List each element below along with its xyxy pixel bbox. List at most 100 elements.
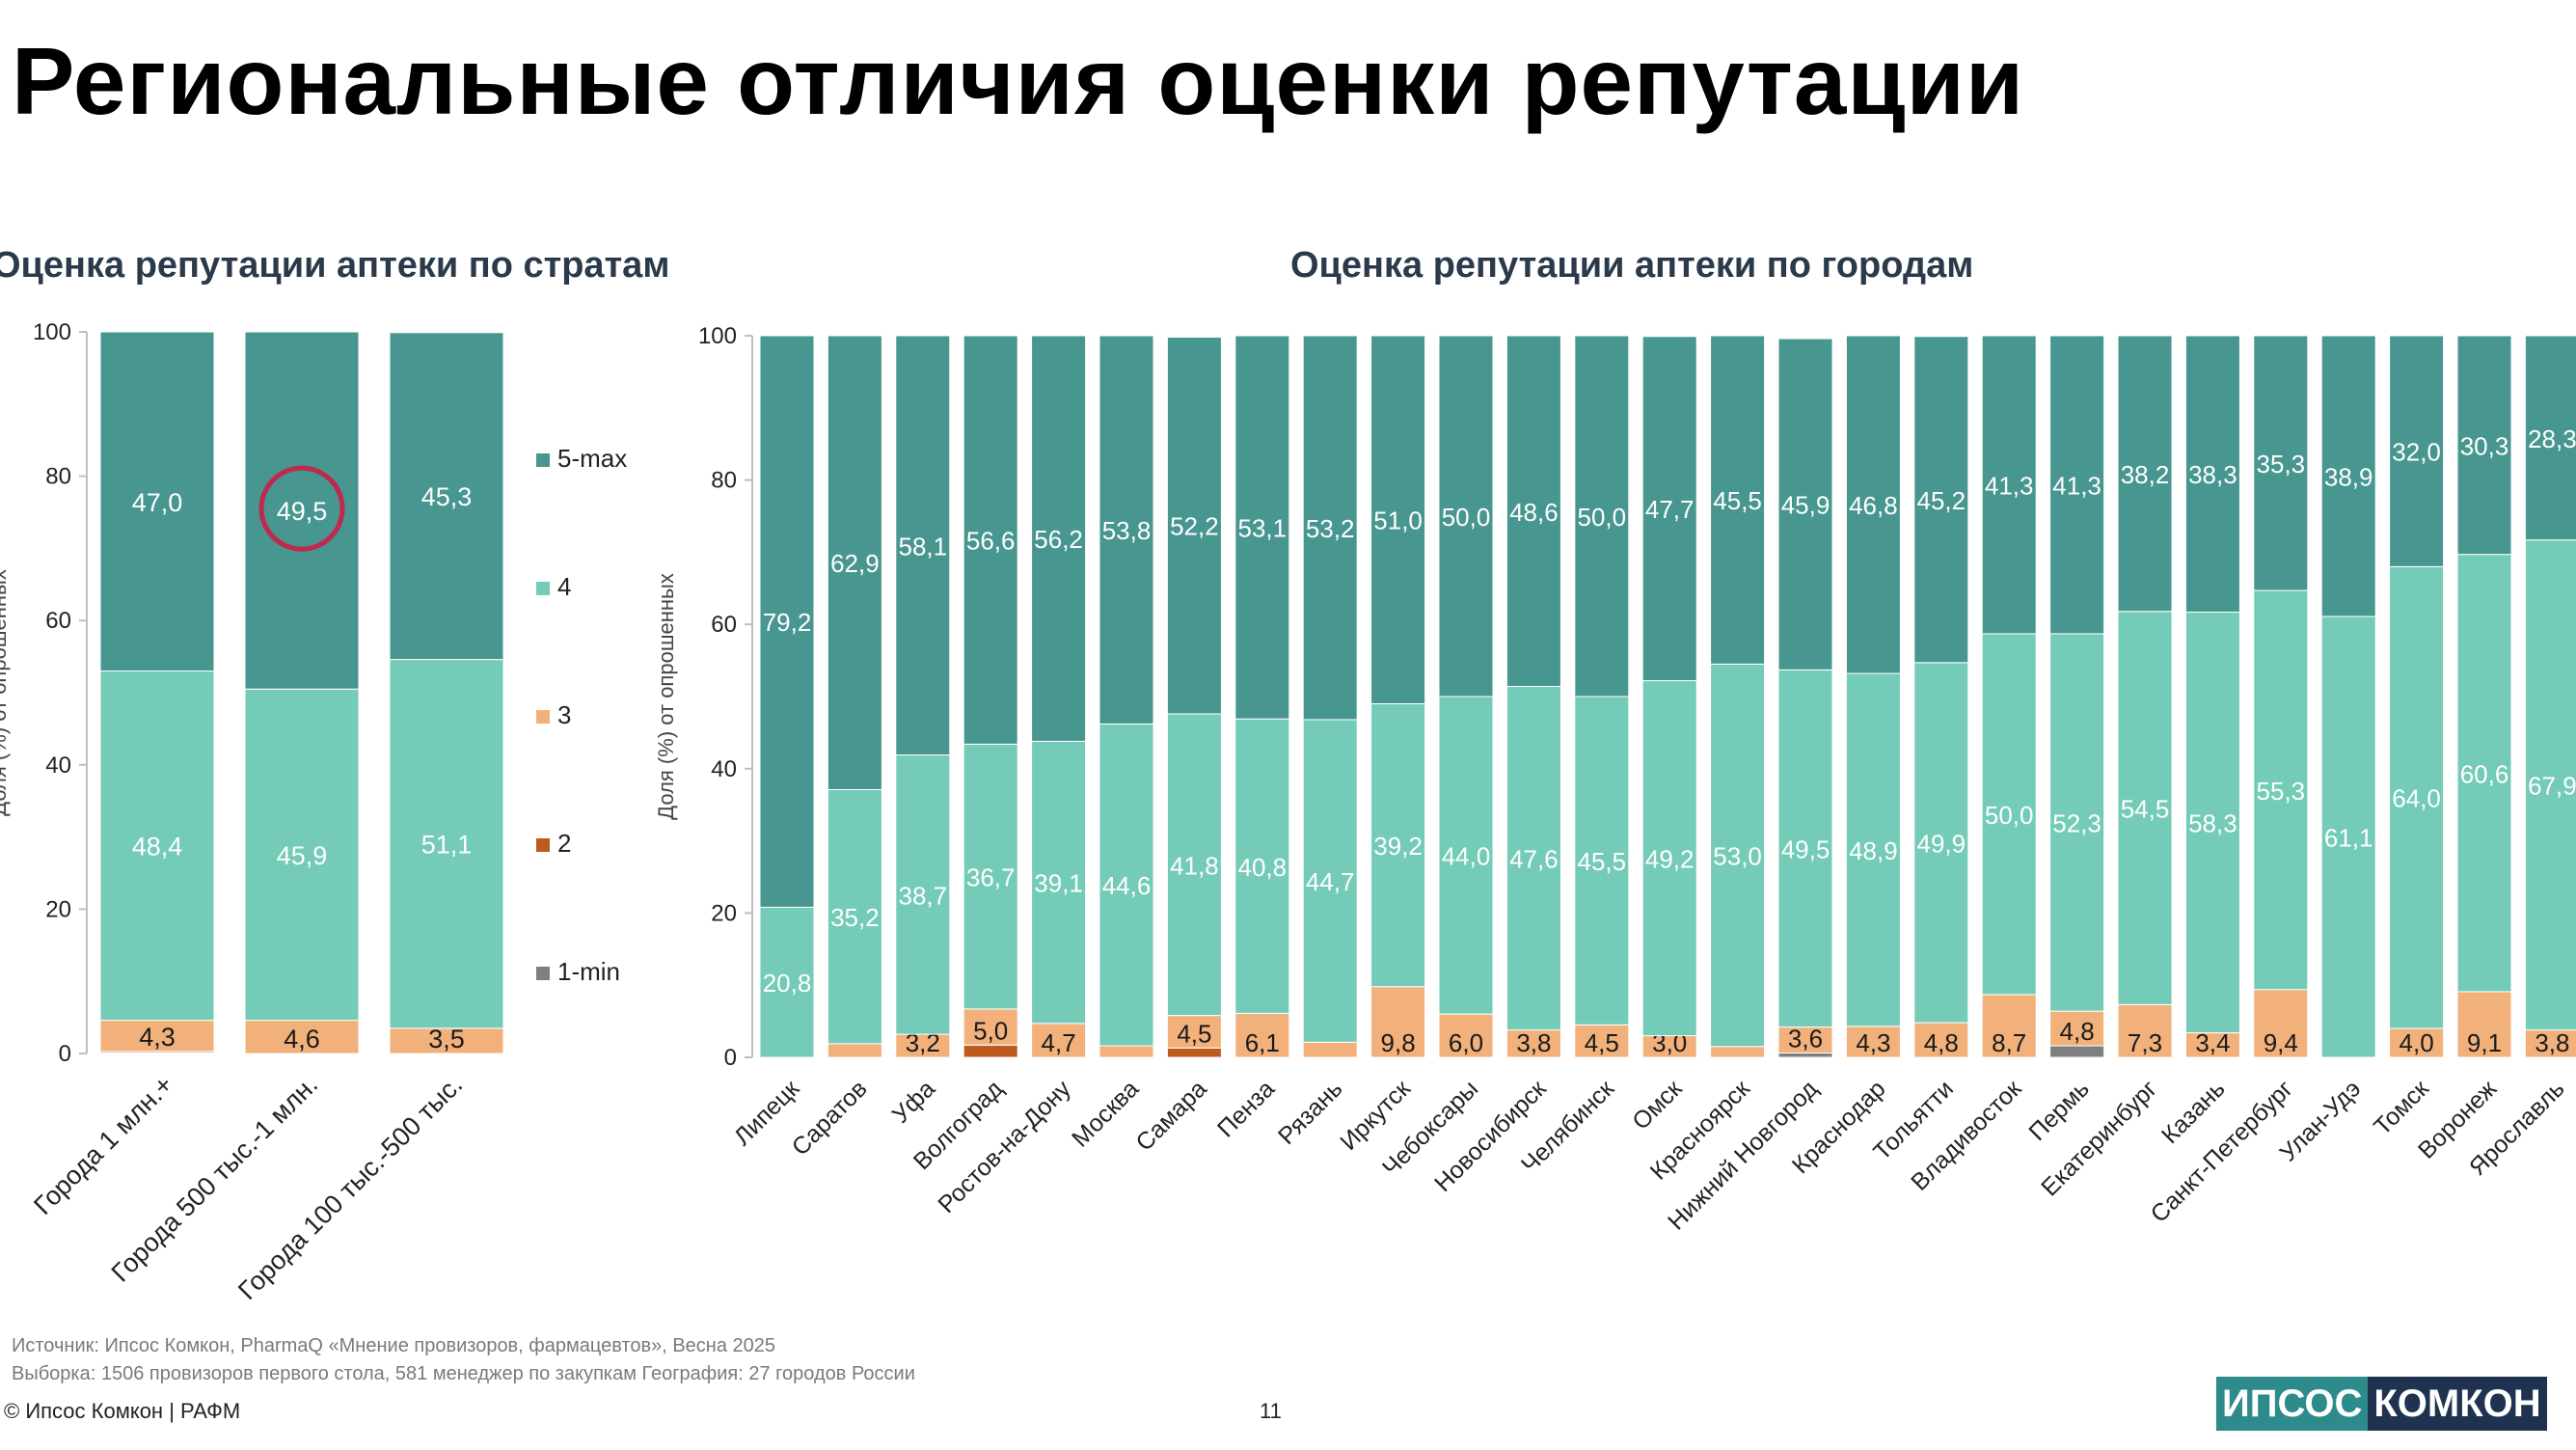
bar-segment-5-max-города-500-тыс-1-млн [244,331,360,690]
data-label-3: 3,8 [2535,1028,2569,1057]
bar-segment-3-иркутск [1370,986,1426,1058]
data-label-4: 60,6 [2460,759,2509,788]
data-label-3: 4,0 [2400,1028,2434,1057]
bar-segment-5-max-челябинск [1574,335,1630,698]
y-tick-label: 60 [45,608,71,634]
cities-chart-title: Оценка репутации аптеки по городам [1290,245,1974,286]
data-label-4: 45,9 [277,841,328,870]
legend-label-1-min: 1-min [557,957,620,986]
bar-segment-3-пермь [2049,1010,2105,1047]
bar-segment-5-max-ярославль [2524,335,2576,541]
legend-swatch-4 [536,582,550,595]
data-label-5-max: 53,2 [1306,514,1355,543]
y-tick-label: 40 [45,752,71,779]
bar-segment-5-max-города-1-млн [99,331,215,672]
data-label-4: 58,3 [2188,809,2237,838]
bar-segment-3-воронеж [2456,991,2512,1058]
bar-segment-4-челябинск [1574,696,1630,1026]
bar-segment-4-иркутск [1370,702,1426,988]
data-label-4: 49,2 [1645,845,1695,874]
category-label-самара: Самара [1130,1075,1211,1156]
data-label-4: 35,2 [830,903,880,932]
data-label-4: 40,8 [1237,853,1287,882]
bar-segment-5-max-новосибирск [1505,335,1561,688]
data-label-5-max: 47,0 [132,488,183,517]
data-label-5-max: 58,1 [898,532,947,561]
data-label-4: 45,5 [1577,847,1626,876]
data-label-5-max: 45,5 [1713,486,1762,515]
category-label-омск: Омск [1627,1075,1688,1135]
bar-segment-5-max-липецк [759,335,815,908]
bar-segment-1-min-нижний-новгород [1777,1053,1833,1058]
page-title: Региональные отличия оценки репутации [12,28,2025,134]
data-label-5-max: 41,3 [2052,471,2101,500]
bar-segment-3-томск [2389,1027,2445,1058]
bar-segment-3-красноярск [1710,1046,1766,1058]
bar-segment-4-краснодар [1845,672,1901,1027]
bar-segment-4-нижний-новгород [1777,669,1833,1028]
bar-segment-3-города-500-тыс-1-млн [244,1020,360,1054]
data-label-5-max: 56,2 [1034,525,1083,554]
category-label-уфа: Уфа [887,1075,940,1128]
legend-swatch-1-min [536,967,550,980]
bar-segment-4-уфа [895,754,951,1035]
y-tick-label: 80 [711,468,737,494]
bar-segment-4-чебоксары [1438,696,1494,1015]
legend-label-2: 2 [557,829,571,858]
y-axis-title: Доля (%) от опрошенных [0,569,11,816]
bar-segment-3-волгоград [963,1008,1018,1046]
bar-segment-4-волгоград [963,743,1018,1010]
data-label-4: 53,0 [1713,842,1762,871]
y-axis-title: Доля (%) от опрошенных [654,573,678,820]
data-label-4: 41,8 [1170,851,1219,880]
data-label-3: 5,0 [973,1016,1008,1045]
data-label-5-max: 35,3 [2256,450,2305,479]
data-label-5-max: 38,3 [2188,460,2237,489]
bar-segment-4-города-500-тыс-1-млн [244,688,360,1022]
bar-segment-4-ярославль [2524,539,2576,1031]
data-label-4: 36,7 [966,863,1016,892]
bar-segment-3-города-100-тыс-500-тыс [389,1027,504,1054]
bar-segment-5-max-пенза [1234,335,1290,720]
bar-segment-5-max-красноярск [1710,335,1766,665]
data-label-4: 61,1 [2324,823,2373,852]
y-tick-label: 0 [59,1041,71,1067]
bar-segment-4-новосибирск [1505,686,1561,1031]
legend-label-3: 3 [557,700,571,729]
cities-chart: 0 20 40 60 80 100 Доля (%) от опрошенных 20,8 79… [654,323,2576,1236]
data-label-3: 7,3 [2128,1028,2162,1057]
bar-segment-3-пенза [1234,1012,1290,1058]
bar-segment-5-max-самара [1166,336,1222,715]
data-label-3: 6,0 [1449,1028,1483,1057]
bar-segment-5-max-нижний-новгород [1777,338,1833,670]
legend-swatch-2 [536,838,550,852]
bar-segment-4-красноярск [1710,663,1766,1048]
highlight-circle [258,465,345,552]
bar-segment-5-max-волгоград [963,335,1018,745]
data-label-3: 4,5 [1585,1028,1619,1057]
data-label-5-max: 62,9 [830,549,880,578]
data-label-5-max: 79,2 [763,608,812,637]
data-label-4: 44,6 [1102,871,1152,900]
data-label-5-max: 41,3 [1985,471,2034,500]
legend-label-4: 4 [557,572,571,601]
data-label-3: 9,1 [2467,1028,2502,1057]
bar-segment-5-max-города-100-тыс-500-тыс [389,332,504,661]
data-label-4: 55,3 [2256,777,2305,806]
bar-segment-5-max-екатеринбург [2117,335,2173,613]
bar-segment-5-max-омск [1641,336,1697,682]
bar-segment-5-max-чебоксары [1438,335,1494,698]
category-label-пенза: Пенза [1212,1075,1280,1142]
bar-segment-3-нижний-новгород [1777,1026,1833,1054]
data-label-3: 4,3 [139,1023,176,1052]
bar-segment-4-самара [1166,713,1222,1017]
copyright: © Ипсос Комкон | РАФМ [4,1399,241,1423]
data-label-3: 9,4 [2264,1028,2298,1057]
category-label-екатеринбург: Екатеринбург [2036,1075,2162,1201]
y-tick-label: 60 [711,612,737,638]
bar-segment-5-max-улан-удэ [2320,335,2376,617]
bar-segment-4-саратов [827,788,882,1045]
data-label-4: 48,9 [1849,836,1898,865]
page-number: 11 [1260,1399,1282,1423]
bar-segment-5-max-владивосток [1981,335,2037,635]
